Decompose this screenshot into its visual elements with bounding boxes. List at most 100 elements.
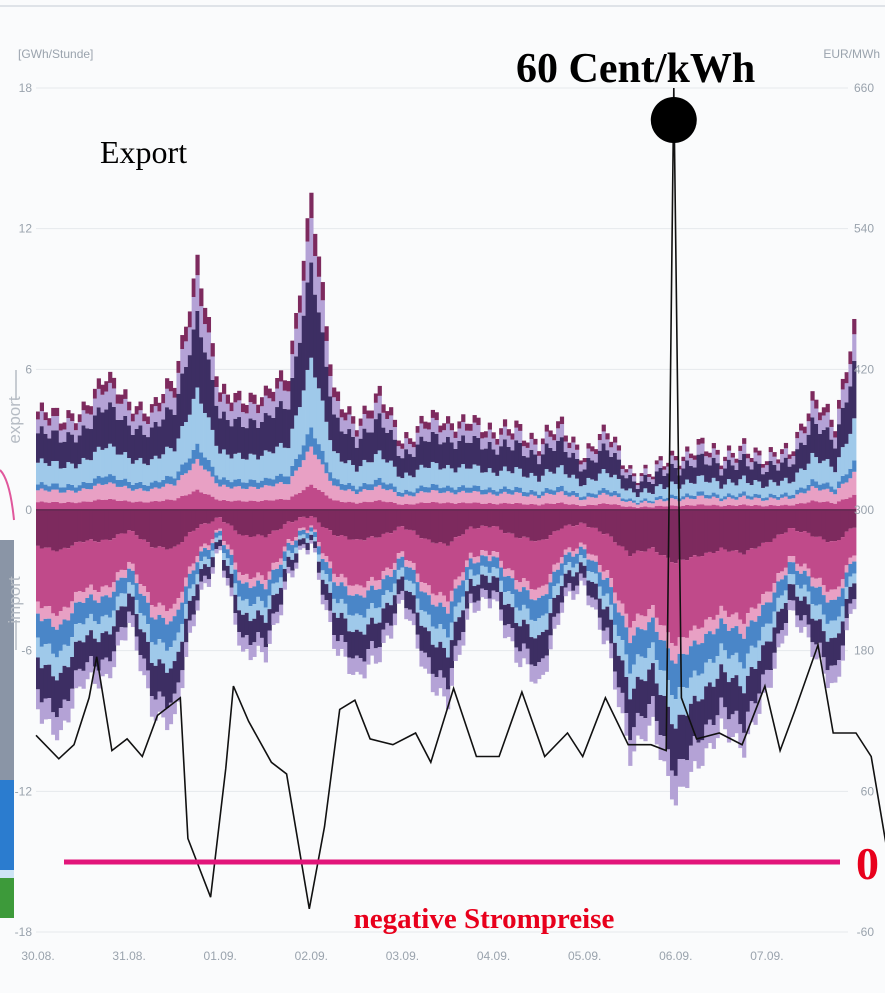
export-bar-segment xyxy=(518,468,523,488)
import-bar-segment xyxy=(271,510,276,531)
export-bar-segment xyxy=(214,499,219,510)
export-bar-segment xyxy=(427,422,432,430)
export-bar-segment xyxy=(544,487,549,493)
import-bar-segment xyxy=(127,582,132,594)
import-bar-segment xyxy=(749,607,754,621)
export-bar-segment xyxy=(43,420,48,434)
export-bar-segment xyxy=(85,501,90,510)
export-bar-segment xyxy=(335,479,341,487)
import-bar-segment xyxy=(263,589,268,608)
export-bar-segment xyxy=(799,487,804,493)
import-bar-segment xyxy=(354,629,360,656)
import-bar-segment xyxy=(43,547,48,607)
export-bar-segment xyxy=(324,421,329,463)
import-bar-segment xyxy=(108,661,113,679)
export-bar-segment xyxy=(381,459,386,483)
import-bar-segment xyxy=(108,617,113,635)
export-bar-segment xyxy=(301,460,306,491)
import-bar-segment xyxy=(510,510,515,534)
import-bar-segment xyxy=(776,633,781,648)
import-bar-segment xyxy=(651,605,656,618)
import-bar-segment xyxy=(688,646,694,678)
export-bar-segment xyxy=(142,421,147,435)
export-bar-segment xyxy=(66,462,71,485)
import-bar-segment xyxy=(632,510,637,554)
import-bar-segment xyxy=(77,591,82,602)
import-bar-segment xyxy=(742,638,747,669)
export-bar-segment xyxy=(692,455,697,460)
export-bar-segment xyxy=(187,494,193,510)
export-bar-segment xyxy=(806,484,811,491)
import-bar-segment xyxy=(70,601,75,614)
export-bar-segment xyxy=(73,487,79,493)
export-bar-segment xyxy=(651,501,656,504)
export-bar-segment xyxy=(199,306,204,338)
export-bar-segment xyxy=(453,472,458,490)
export-bar-segment xyxy=(761,464,766,468)
import-bar-segment xyxy=(370,585,375,604)
export-bar-segment xyxy=(259,487,265,501)
import-bar-segment xyxy=(434,606,439,629)
import-bar-segment xyxy=(165,708,170,731)
import-bar-segment xyxy=(389,569,394,577)
import-bar-segment xyxy=(575,548,580,554)
price-callout: 60 Cent/kWh xyxy=(516,46,755,92)
export-bar-segment xyxy=(590,504,595,510)
export-bar-segment xyxy=(184,326,189,342)
export-bar-segment xyxy=(119,480,124,487)
export-bar-segment xyxy=(787,466,792,484)
import-bar-segment xyxy=(757,603,762,617)
export-bar-segment xyxy=(411,456,417,478)
export-bar-segment xyxy=(54,460,60,484)
export-bar-segment xyxy=(681,499,686,506)
export-bar-segment xyxy=(730,498,735,506)
export-bar-segment xyxy=(575,444,580,450)
export-bar-segment xyxy=(844,383,849,403)
import-bar-segment xyxy=(643,681,648,719)
import-bar-segment xyxy=(316,510,322,523)
export-bar-segment xyxy=(540,438,546,445)
import-bar-segment xyxy=(119,606,124,628)
import-bar-segment xyxy=(366,608,371,625)
export-bar-segment xyxy=(578,500,584,507)
import-bar-segment xyxy=(263,622,268,648)
import-bar-segment xyxy=(730,550,735,615)
export-bar-segment xyxy=(358,425,363,439)
export-bar-segment xyxy=(829,491,834,503)
export-bar-segment xyxy=(787,498,792,506)
export-annotation: Export xyxy=(100,134,187,170)
export-bar-segment xyxy=(54,416,60,431)
import-bar-segment xyxy=(434,543,439,596)
export-bar-segment xyxy=(430,431,436,462)
export-bar-segment xyxy=(415,488,420,494)
export-bar-segment xyxy=(643,506,648,510)
export-bar-segment xyxy=(241,501,246,510)
import-bar-segment xyxy=(92,666,98,684)
export-bar-segment xyxy=(571,495,576,505)
import-bar-segment xyxy=(818,586,823,605)
import-bar-segment xyxy=(609,643,614,659)
export-bar-segment xyxy=(153,397,158,407)
export-bar-segment xyxy=(119,420,124,455)
export-bar-segment xyxy=(259,455,265,481)
import-bar-segment xyxy=(810,618,815,643)
export-bar-segment xyxy=(586,477,591,493)
import-bar-segment xyxy=(389,533,394,570)
export-bar-segment xyxy=(814,399,819,409)
export-bar-segment xyxy=(241,488,246,502)
export-bar-segment xyxy=(688,482,694,496)
import-bar-segment xyxy=(172,661,177,694)
export-bar-segment xyxy=(370,410,375,419)
export-bar-segment xyxy=(161,500,166,510)
import-bar-segment xyxy=(582,510,587,524)
export-bar-segment xyxy=(172,478,177,486)
export-bar-segment xyxy=(472,464,477,486)
export-bar-segment xyxy=(696,475,701,492)
export-bar-segment xyxy=(358,438,363,467)
import-bar-segment xyxy=(548,635,553,650)
import-bar-segment xyxy=(609,604,614,620)
export-bar-segment xyxy=(172,485,177,501)
import-bar-segment xyxy=(195,510,200,529)
export-bar-segment xyxy=(373,419,379,455)
import-bar-segment xyxy=(343,603,348,619)
